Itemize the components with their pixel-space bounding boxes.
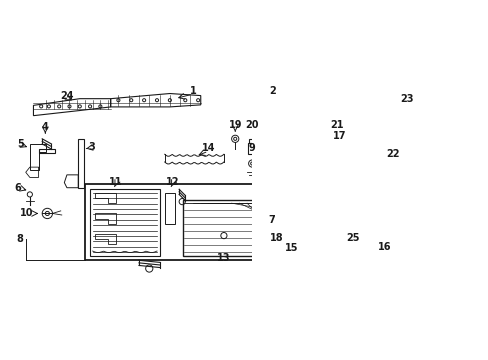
Text: 11: 11 bbox=[109, 176, 122, 186]
Text: 1: 1 bbox=[189, 86, 196, 96]
Bar bbox=[248, 139, 255, 143]
Text: 6: 6 bbox=[15, 183, 21, 193]
Bar bbox=[78, 139, 84, 188]
Bar bbox=[247, 143, 256, 154]
Bar bbox=[183, 199, 265, 256]
Bar bbox=[272, 139, 401, 226]
Bar bbox=[39, 149, 55, 153]
Text: 16: 16 bbox=[378, 242, 391, 252]
Text: 19: 19 bbox=[228, 120, 242, 130]
Bar bbox=[85, 184, 270, 260]
Text: 9: 9 bbox=[248, 143, 255, 153]
Text: 8: 8 bbox=[16, 234, 23, 244]
Text: 5: 5 bbox=[17, 139, 24, 149]
Text: 7: 7 bbox=[267, 215, 274, 225]
Text: 20: 20 bbox=[245, 120, 259, 130]
Text: 18: 18 bbox=[269, 233, 283, 243]
Text: 17: 17 bbox=[332, 131, 346, 141]
Text: 14: 14 bbox=[202, 143, 215, 153]
Text: 22: 22 bbox=[386, 149, 399, 159]
Text: 4: 4 bbox=[42, 122, 49, 132]
Text: 23: 23 bbox=[399, 94, 412, 104]
Text: 21: 21 bbox=[330, 120, 343, 130]
Text: 12: 12 bbox=[165, 176, 179, 186]
Text: 24: 24 bbox=[60, 91, 74, 100]
Text: 13: 13 bbox=[217, 253, 230, 263]
Text: 2: 2 bbox=[269, 86, 276, 96]
Text: 15: 15 bbox=[285, 243, 298, 253]
Text: 3: 3 bbox=[88, 141, 95, 152]
Text: 25: 25 bbox=[345, 233, 359, 243]
Text: 10: 10 bbox=[20, 208, 34, 219]
